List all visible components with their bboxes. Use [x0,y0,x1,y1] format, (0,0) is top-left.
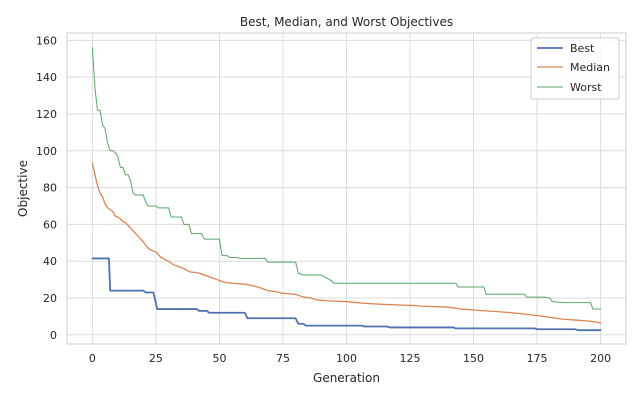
x-tick-label: 200 [590,352,611,365]
legend: Best Median Worst [530,37,620,100]
y-tick-label: 80 [43,182,57,195]
y-tick-label: 140 [36,71,57,84]
chart-title: Best, Median, and Worst Objectives [240,15,453,29]
y-tick-label: 160 [36,34,57,47]
y-tick-label: 100 [36,145,57,158]
y-tick-label: 60 [43,218,57,231]
x-tick-label: 50 [212,352,226,365]
y-tick-label: 40 [43,255,57,268]
series-layer [91,47,602,332]
legend-label-best: Best [570,42,595,55]
x-tick-labels: 0 25 50 75 100 125 150 175 200 [89,352,611,365]
x-tick-label: 100 [336,352,357,365]
series-line-median [91,163,602,324]
series-line-best [91,257,602,332]
plot-frame [66,32,627,345]
x-tick-label: 150 [463,352,484,365]
legend-box [530,37,620,100]
legend-label-median: Median [570,61,610,74]
y-tick-labels: 0 20 40 60 80 100 120 140 160 [36,34,57,341]
x-tick-label: 125 [400,352,421,365]
y-axis-label: Objective [16,160,30,217]
x-tick-label: 0 [89,352,96,365]
series-line-worst [91,47,602,310]
x-tick-label: 25 [149,352,163,365]
y-tick-label: 120 [36,108,57,121]
x-axis-label: Generation [313,371,380,385]
x-tick-label: 75 [276,352,290,365]
y-tick-label: 0 [50,329,57,342]
x-tick-label: 175 [527,352,548,365]
y-tick-label: 20 [43,292,57,305]
legend-label-worst: Worst [570,81,602,94]
